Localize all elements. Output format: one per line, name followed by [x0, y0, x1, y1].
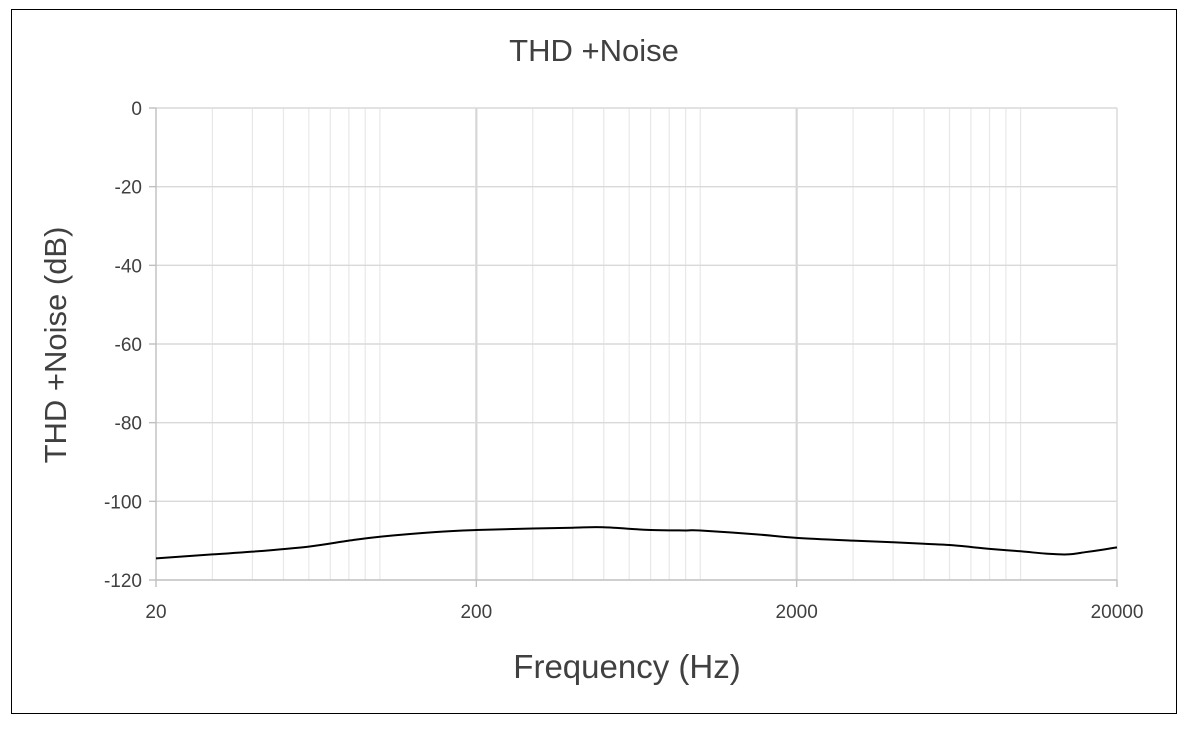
chart-title: THD +Noise	[509, 33, 679, 68]
y-axis-tick-labels: 0 -20 -40 -60 -80 -100 -120	[104, 99, 142, 592]
x-tick-label: 20000	[1091, 602, 1144, 623]
y-tick-label: -80	[115, 414, 142, 435]
x-tick-label: 200	[460, 602, 492, 623]
chart-frame	[11, 9, 1177, 714]
series-line	[155, 526, 1118, 560]
x-tick-label: 2000	[776, 602, 818, 623]
major-gridlines	[156, 107, 1118, 580]
axes	[149, 107, 1118, 587]
y-tick-label: -100	[104, 492, 142, 513]
x-axis-tick-labels: 20 200 2000 20000	[145, 602, 1143, 623]
y-tick-label: -20	[115, 178, 142, 199]
x-tick-label: 20	[145, 602, 166, 623]
y-tick-label: -60	[115, 335, 142, 356]
y-axis-label: THD +Noise (dB)	[38, 227, 73, 464]
y-tick-label: 0	[131, 99, 142, 120]
x-axis-label: Frequency (Hz)	[513, 648, 740, 685]
y-tick-label: -40	[115, 256, 142, 277]
y-tick-label: -120	[104, 571, 142, 592]
